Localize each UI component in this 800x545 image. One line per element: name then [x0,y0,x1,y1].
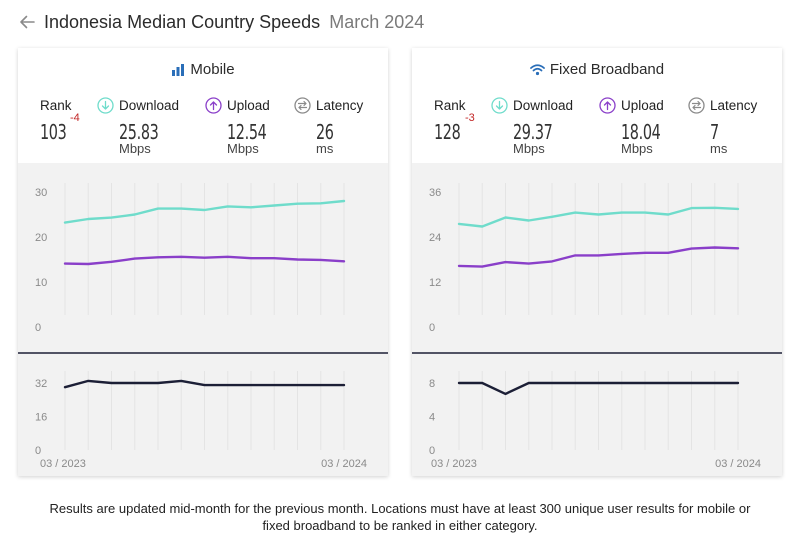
page-header: Indonesia Median Country Speeds March 20… [18,9,424,35]
latency-value: 7 [710,120,744,144]
title-period: March 2024 [329,12,424,32]
latency-y-tick-label: 32 [35,378,47,390]
latency-y-tick-label: 4 [429,412,435,424]
footnote-line-2: fixed broadband to be ranked in either c… [0,517,800,534]
speed-y-tick-label: 12 [429,277,441,289]
x-axis-end-label: 03 / 2024 [715,458,761,470]
download-icon [491,97,508,114]
speed-y-tick-label: 24 [429,232,441,244]
fixed-panel-title: Fixed Broadband [412,61,782,78]
speed-y-tick-label: 30 [35,187,47,199]
page-title: Indonesia Median Country Speeds March 20… [44,12,424,33]
fixed-broadband-panel: Fixed Broadband Rank 128 -3 Download 29.… [412,48,782,476]
fixed-upload-metric: Upload 18.04 Mbps [599,95,676,156]
download-label: Download [119,98,179,113]
upload-value: 18.04 [621,120,660,144]
signal-bars-icon [171,63,185,77]
mobile-download-metric: Download 25.83 Mbps [97,95,179,156]
x-axis-end-label: 03 / 2024 [321,458,367,470]
x-axis-start-label: 03 / 2023 [431,458,477,470]
fixed-latency-metric: Latency 7 ms [688,95,757,156]
latency-y-tick-label: 0 [35,445,41,457]
upload-icon [599,97,616,114]
mobile-panel-header: Mobile Rank 103 -4 Download 25.83 Mbps [18,48,388,163]
fixed-panel-header: Fixed Broadband Rank 128 -3 Download 29.… [412,48,782,163]
upload-label: Upload [227,98,270,113]
download-value: 25.83 [119,120,162,144]
fixed-title-label: Fixed Broadband [550,61,664,78]
latency-y-tick-label: 16 [35,412,47,424]
latency-y-tick-label: 8 [429,378,435,390]
x-axis-start-label: 03 / 2023 [40,458,86,470]
rank-change: -3 [465,112,475,124]
download-value: 29.37 [513,120,556,144]
mobile-title-label: Mobile [190,61,234,78]
speed-y-tick-label: 0 [429,322,435,334]
rank-value: 103 [40,120,66,144]
mobile-panel: Mobile Rank 103 -4 Download 25.83 Mbps [18,48,388,476]
fixed-download-metric: Download 29.37 Mbps [491,95,573,156]
latency-value: 26 [316,120,350,144]
rank-value: 128 [434,120,460,144]
speed-y-tick-label: 20 [35,232,47,244]
footnote: Results are updated mid-month for the pr… [0,500,800,534]
speed-y-tick-label: 36 [429,187,441,199]
mobile-chart: 30 20 10 0 32 16 0 03 / 2023 03 / 2024 [18,163,388,476]
speed-y-tick-label: 10 [35,277,47,289]
fixed-chart: 36 24 12 0 8 4 0 03 / 2023 03 / 2024 [412,163,782,476]
mobile-panel-title: Mobile [18,61,388,78]
title-text: Indonesia Median Country Speeds [44,12,320,32]
latency-icon [688,97,705,114]
latency-y-tick-label: 0 [429,445,435,457]
speed-y-tick-label: 0 [35,322,41,334]
download-label: Download [513,98,573,113]
back-arrow-icon[interactable] [18,13,36,31]
latency-icon [294,97,311,114]
upload-label: Upload [621,98,664,113]
upload-icon [205,97,222,114]
mobile-latency-metric: Latency 26 ms [294,95,363,156]
mobile-upload-metric: Upload 12.54 Mbps [205,95,282,156]
rank-change: -4 [70,112,80,124]
download-icon [97,97,114,114]
latency-label: Latency [710,98,757,113]
latency-label: Latency [316,98,363,113]
wifi-icon [530,63,545,76]
upload-value: 12.54 [227,120,266,144]
footnote-line-1: Results are updated mid-month for the pr… [0,500,800,517]
